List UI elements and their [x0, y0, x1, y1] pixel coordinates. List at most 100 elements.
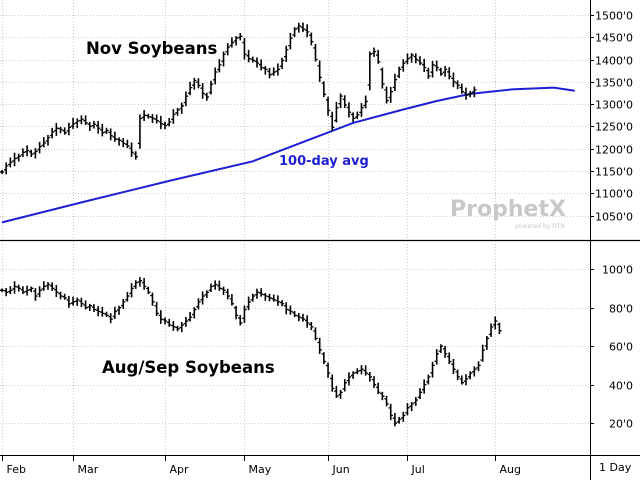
- spread-bar: [279, 300, 285, 307]
- nov-bar: [233, 36, 239, 46]
- nov-bar: [229, 37, 235, 48]
- nov-bar: [108, 128, 113, 141]
- y-tick-label: 20'0: [609, 418, 633, 431]
- spread-bar: [221, 286, 226, 296]
- nov-bar: [225, 43, 230, 56]
- spread-bar: [409, 402, 414, 412]
- nov-bar: [417, 56, 423, 66]
- spread-bar: [384, 395, 389, 407]
- nov-bar: [271, 67, 276, 76]
- nov-bar: [0, 169, 5, 174]
- x-tick-label: Jun: [332, 463, 350, 476]
- aug-sep-spread-bars: [0, 277, 502, 427]
- spread-bar: [309, 321, 314, 331]
- nov-bar: [275, 63, 281, 76]
- spread-bar: [129, 283, 134, 298]
- spread-bar: [29, 286, 34, 293]
- spread-bar: [426, 374, 431, 385]
- spread-bar: [187, 311, 193, 322]
- spread-bar: [434, 349, 439, 365]
- nov-bar: [141, 110, 147, 122]
- y-tick-label: 1400'0: [595, 55, 633, 68]
- spread-bar: [175, 325, 180, 332]
- spread-bar: [325, 362, 331, 378]
- nov-bar: [376, 49, 381, 64]
- spread-bar: [388, 403, 393, 421]
- spread-bar: [162, 317, 168, 325]
- bottom-panel-title: Aug/Sep Soybeans: [102, 358, 275, 377]
- nov-bar: [221, 51, 226, 67]
- nov-bar: [146, 113, 151, 119]
- nov-bar: [171, 109, 176, 124]
- x-tick-label: Apr: [170, 463, 190, 476]
- nov-bar: [388, 87, 393, 103]
- nov-bar: [41, 137, 46, 148]
- spread-bar: [442, 345, 448, 358]
- spread-bar: [421, 379, 427, 394]
- nov-bar: [463, 87, 469, 100]
- spread-bar: [137, 277, 143, 287]
- spread-bar: [133, 280, 138, 289]
- nov-bar: [70, 117, 76, 129]
- y-tick-label: 1300'0: [595, 99, 633, 112]
- nov-bar: [438, 67, 444, 76]
- spread-bar: [0, 288, 5, 293]
- nov-bar: [204, 92, 210, 101]
- nov-bar: [137, 114, 143, 149]
- spread-bar: [267, 293, 272, 302]
- spread-bar: [438, 344, 444, 353]
- nov-bar: [434, 60, 439, 72]
- spread-bar: [330, 374, 335, 392]
- spread-bar: [250, 293, 255, 302]
- nov-bar: [321, 81, 327, 98]
- nov-bar: [380, 67, 385, 89]
- top-panel-gridlines: [0, 15, 590, 217]
- x-tick-label: Aug: [500, 463, 521, 476]
- watermark-sub: powered by DTN: [515, 223, 565, 230]
- spread-bar: [284, 302, 289, 315]
- nov-bar: [371, 47, 377, 57]
- nov-bar: [238, 33, 243, 41]
- spread-bar: [217, 280, 222, 291]
- spread-bar: [380, 391, 385, 401]
- spread-bar: [192, 307, 197, 319]
- spread-bar: [317, 337, 322, 354]
- nov-bar: [3, 162, 9, 175]
- spread-bar: [95, 306, 101, 317]
- top-panel-title: Nov Soybeans: [86, 39, 218, 58]
- spread-bar: [183, 316, 189, 327]
- bottom-panel-gridlines: [0, 269, 590, 424]
- spread-bar: [363, 365, 368, 376]
- nov-bar: [363, 95, 368, 109]
- spread-bar: [233, 305, 239, 320]
- ma-label: 100-day avg: [279, 154, 369, 169]
- spread-bar: [376, 382, 381, 395]
- nov-bar: [20, 148, 26, 157]
- y-tick-label: 1350'0: [595, 77, 633, 90]
- spread-bar: [125, 291, 130, 302]
- spread-bar: [292, 311, 297, 318]
- spread-bar: [334, 385, 339, 398]
- nov-bar: [158, 115, 164, 130]
- spread-bar: [338, 389, 343, 399]
- spread-bar: [242, 305, 247, 324]
- spread-bar: [467, 371, 473, 380]
- nov-bar: [250, 56, 255, 63]
- nov-bar: [192, 77, 197, 90]
- nov-bar: [24, 145, 30, 157]
- nov-bar: [459, 83, 464, 94]
- spread-bar: [472, 366, 477, 377]
- spread-bar: [246, 296, 251, 311]
- spread-bar: [413, 397, 419, 406]
- spread-bar: [459, 375, 464, 385]
- spread-bar: [342, 379, 347, 392]
- spread-bar: [355, 368, 360, 375]
- nov-bar: [196, 78, 201, 89]
- nov-bar: [413, 53, 419, 64]
- spread-bar: [100, 306, 105, 317]
- spread-bar: [70, 296, 76, 306]
- nov-bar: [405, 53, 410, 65]
- spread-bar: [112, 306, 118, 320]
- spread-bar: [171, 320, 176, 331]
